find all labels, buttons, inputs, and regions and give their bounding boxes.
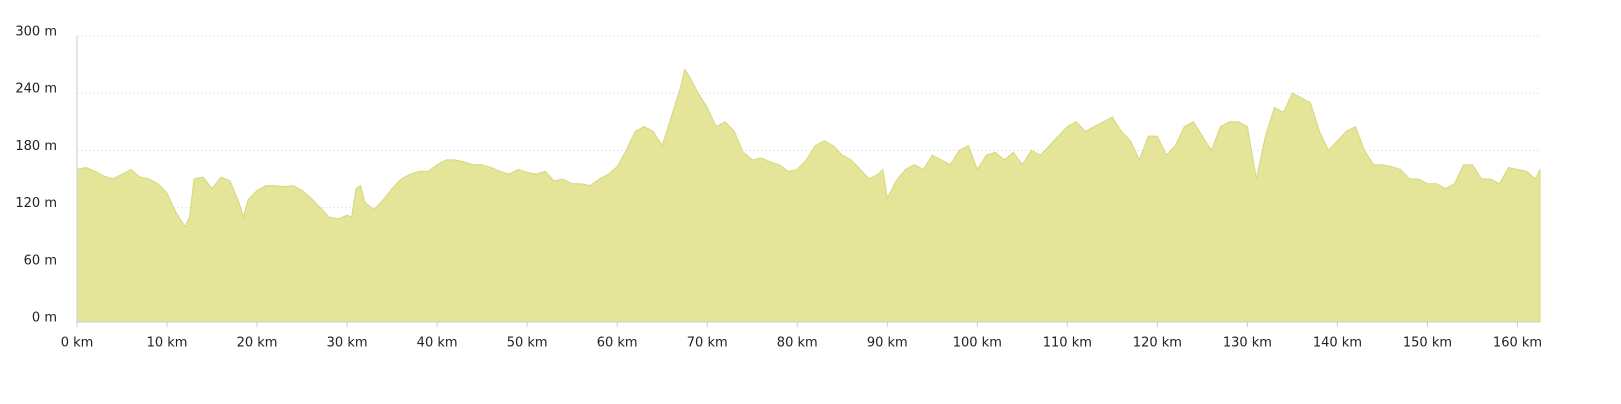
y-tick-label: 60 m xyxy=(24,253,57,268)
y-tick-label: 240 m xyxy=(15,82,57,97)
x-tick-label: 120 km xyxy=(1133,336,1182,351)
y-tick-label: 180 m xyxy=(15,139,57,154)
x-tick-label: 20 km xyxy=(237,336,278,351)
y-tick-label: 120 m xyxy=(15,196,57,211)
x-tick-label: 10 km xyxy=(147,336,188,351)
x-tick-label: 0 km xyxy=(61,336,94,351)
y-tick-label: 0 m xyxy=(32,311,57,326)
x-tick-label: 50 km xyxy=(507,336,548,351)
y-tick-label: 300 m xyxy=(15,25,57,40)
x-tick-label: 70 km xyxy=(687,336,728,351)
x-tick-label: 30 km xyxy=(327,336,368,351)
x-tick-label: 60 km xyxy=(597,336,638,351)
x-tick-label: 130 km xyxy=(1223,336,1272,351)
x-tick-label: 100 km xyxy=(953,336,1002,351)
x-tick-label: 90 km xyxy=(867,336,908,351)
x-tick-label: 160 km xyxy=(1493,336,1542,351)
elevation-area xyxy=(76,68,1541,323)
x-tick-label: 40 km xyxy=(417,336,458,351)
x-tick-label: 150 km xyxy=(1403,336,1452,351)
x-tick-label: 110 km xyxy=(1043,336,1092,351)
x-tick-label: 140 km xyxy=(1313,336,1362,351)
x-tick-label: 80 km xyxy=(777,336,818,351)
